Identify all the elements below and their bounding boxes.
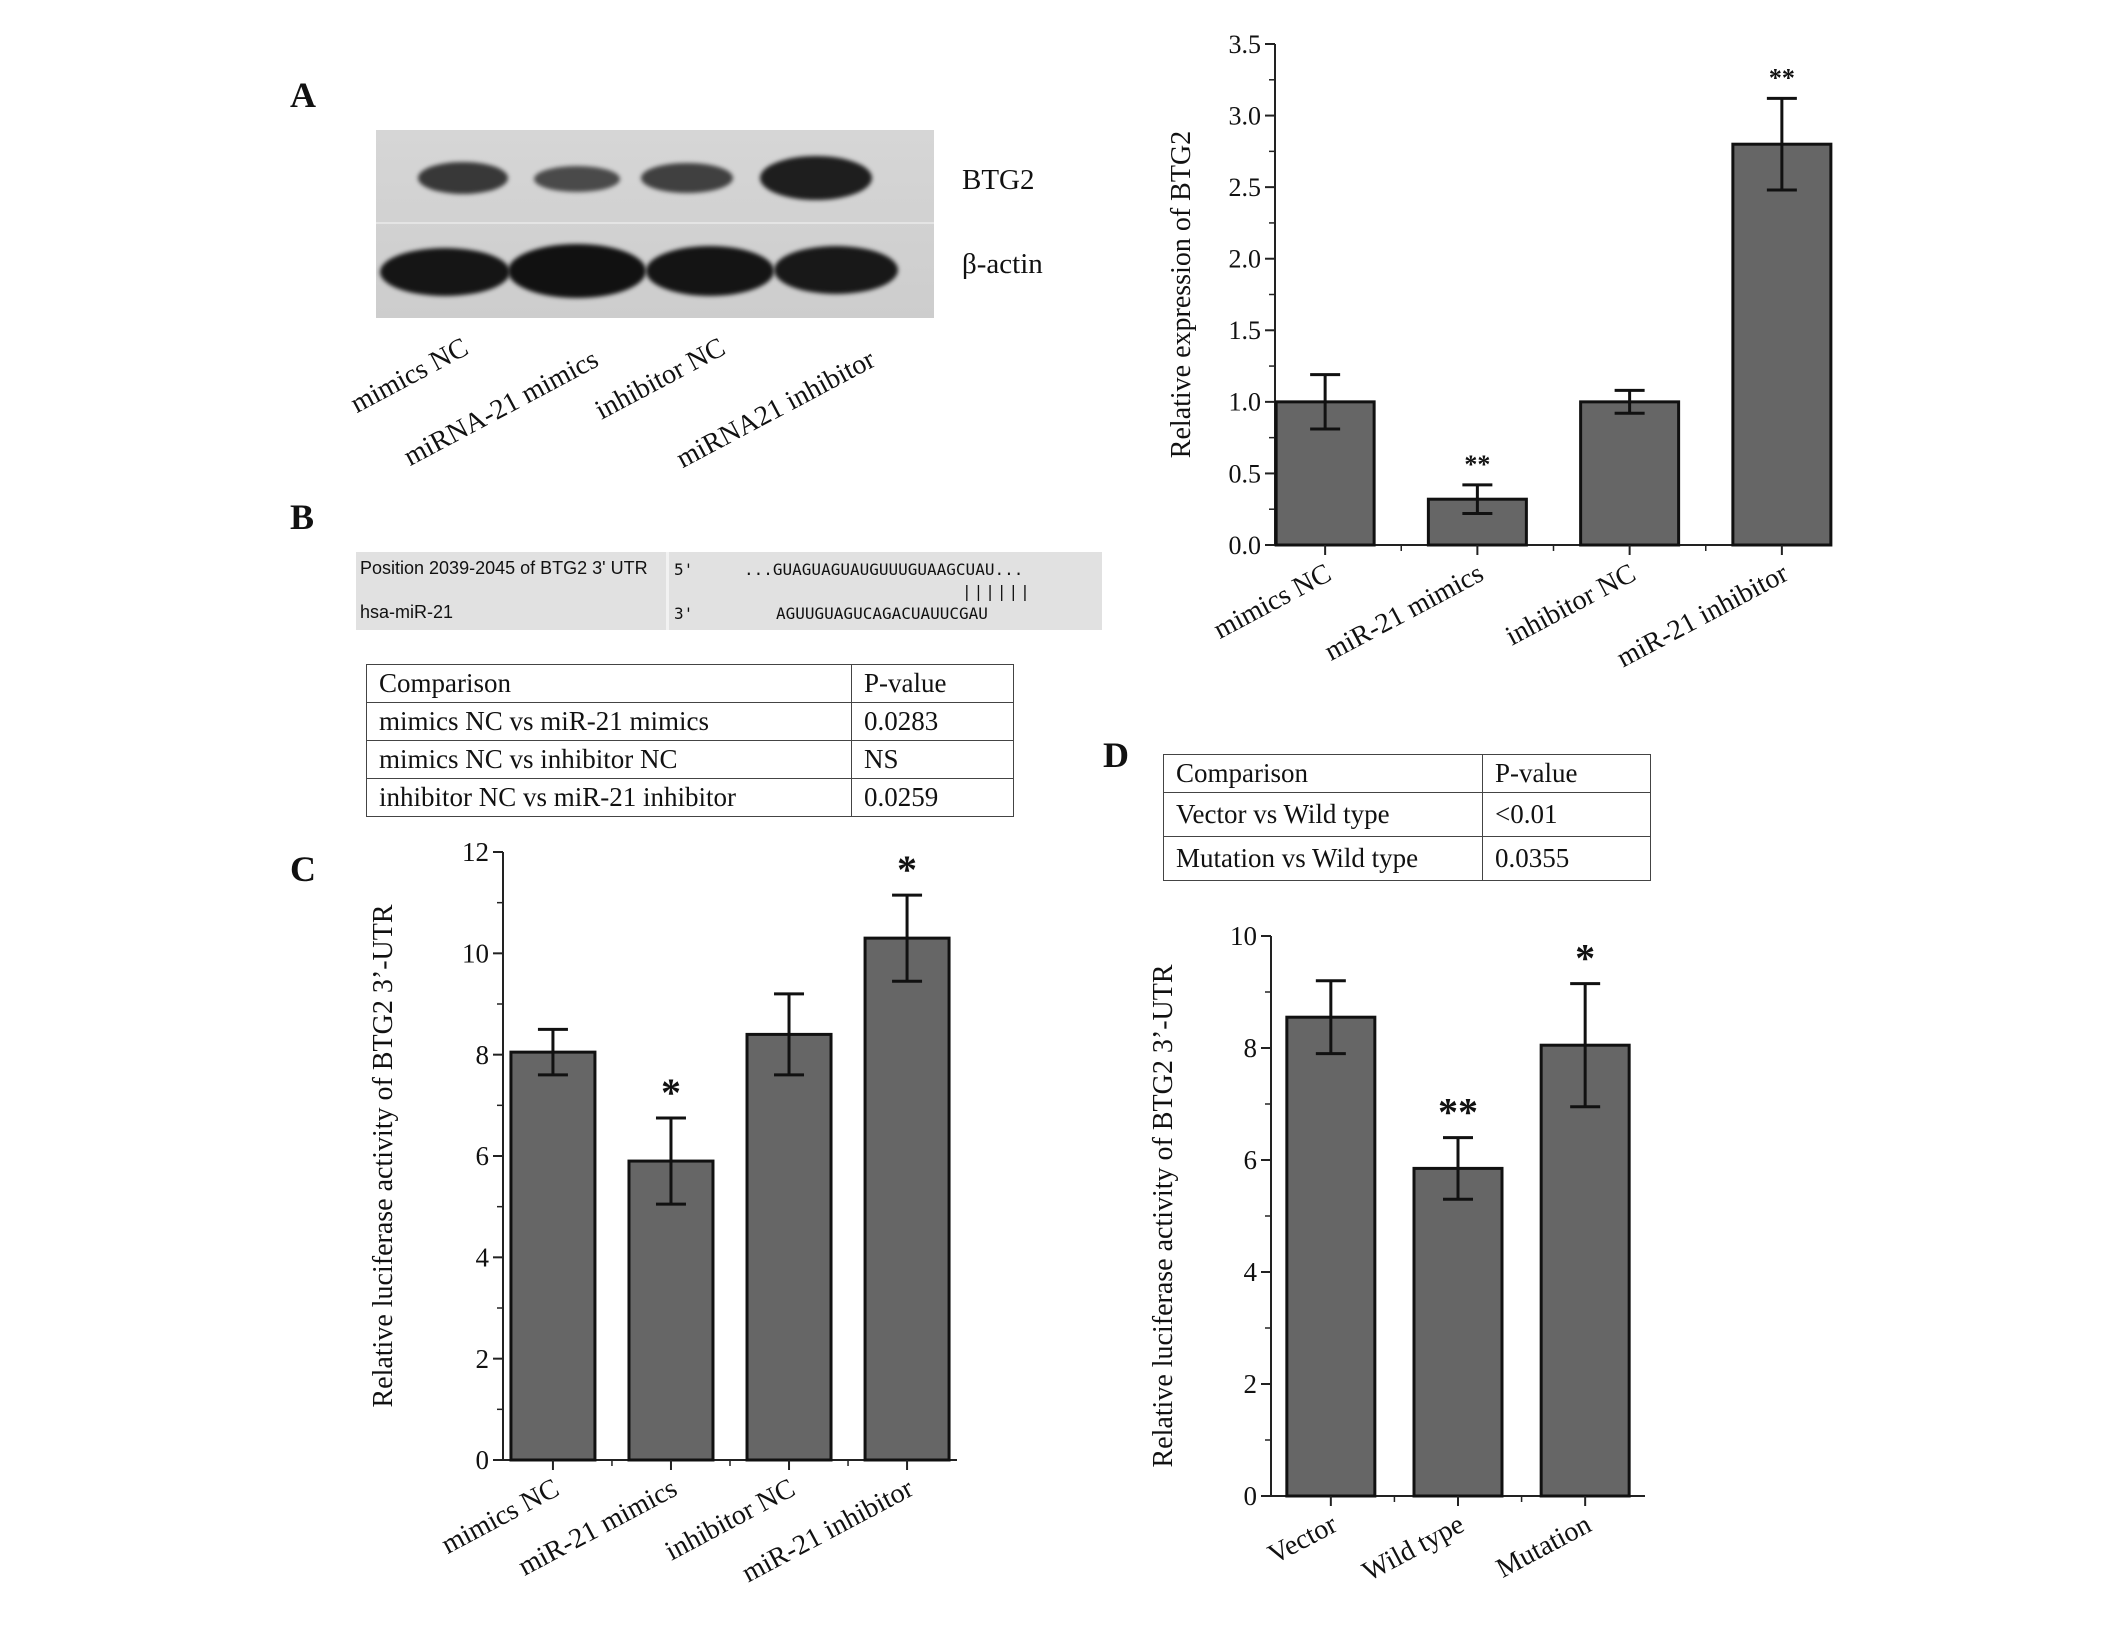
significance-label: ** (1438, 1090, 1478, 1135)
table-cell: Mutation vs Wild type (1163, 836, 1483, 881)
y-tick-label: 0 (476, 1445, 490, 1475)
y-tick-label: 2 (476, 1344, 490, 1374)
blot-label-btg2: BTG2 (962, 164, 1035, 196)
table-row: inhibitor NC vs miR-21 inhibitor 0.0259 (366, 778, 1014, 817)
sequence-divider (666, 552, 669, 630)
significance-label: * (897, 847, 917, 892)
mirna-sequence: AGUUGUAGUCAGACUAUUCGAU (776, 604, 988, 623)
bar (1539, 1043, 1631, 1498)
x-tick-label: Wild type (1358, 1509, 1470, 1588)
blot-band (380, 248, 510, 296)
bar (1579, 400, 1681, 547)
blot-label-beta-actin: β-actin (962, 248, 1043, 280)
table-header-cell: P-value (851, 664, 1014, 703)
y-tick-label: 2.5 (1229, 173, 1262, 202)
y-tick-label: 0.5 (1229, 459, 1262, 488)
y-tick-label: 0.0 (1229, 531, 1262, 560)
panel-letter-b: B (290, 497, 315, 537)
blot-band (508, 244, 646, 298)
y-tick-label: 4 (476, 1243, 490, 1273)
table-cell: inhibitor NC vs miR-21 inhibitor (366, 778, 852, 817)
y-tick-label: 1.0 (1229, 388, 1262, 417)
table-row: mimics NC vs inhibitor NC NS (366, 740, 1014, 779)
y-tick-label: 10 (1230, 921, 1257, 951)
table-cell: 0.0355 (1482, 836, 1651, 881)
significance-label: * (1575, 936, 1595, 981)
y-tick-label: 12 (462, 837, 489, 867)
significance-label: ** (1464, 450, 1490, 479)
table-cell: 0.0259 (851, 778, 1014, 817)
x-tick-label: Vector (1263, 1508, 1343, 1570)
pairing-lines: |||||| (962, 582, 1032, 601)
table-header-cell: P-value (1482, 754, 1651, 793)
table-header-row: Comparison P-value (1163, 754, 1651, 793)
significance-label: ** (1769, 63, 1795, 92)
blot-band (774, 246, 898, 294)
target-5prime: 5' (674, 560, 694, 579)
mirna-3prime: 3' (674, 604, 694, 623)
mirna-label: hsa-miR-21 (360, 602, 454, 622)
western-blot-image (376, 130, 934, 318)
y-axis-label: Relative luciferase activity of BTG2 3’-… (1148, 964, 1179, 1467)
table-cell: 0.0283 (851, 702, 1014, 741)
blot-band (418, 162, 508, 194)
y-tick-label: 10 (462, 939, 489, 969)
table-row: Mutation vs Wild type 0.0355 (1163, 836, 1651, 881)
bar (863, 936, 951, 1462)
p-value-table-d: Comparison P-value Vector vs Wild type <… (1163, 754, 1651, 881)
table-row: mimics NC vs miR-21 mimics 0.0283 (366, 702, 1014, 741)
target-site-label: Position 2039-2045 of BTG2 3' UTR (360, 558, 648, 578)
y-tick-label: 4 (1244, 1257, 1258, 1287)
y-tick-label: 6 (1244, 1145, 1258, 1175)
bar (1412, 1166, 1504, 1498)
y-tick-label: 1.5 (1229, 316, 1262, 345)
panel-letter-a: A (290, 75, 316, 115)
significance-label: * (661, 1070, 681, 1115)
y-tick-label: 2 (1244, 1369, 1258, 1399)
blot-band (641, 163, 733, 193)
y-tick-label: 8 (476, 1040, 490, 1070)
blot-band (534, 166, 620, 192)
bar (1285, 1015, 1377, 1498)
table-cell: Vector vs Wild type (1163, 792, 1483, 837)
y-tick-label: 6 (476, 1141, 490, 1171)
x-tick-label: Mutation (1491, 1509, 1596, 1585)
blot-band (646, 246, 774, 296)
sequence-alignment: Position 2039-2045 of BTG2 3' UTR hsa-mi… (356, 552, 1102, 630)
table-cell: <0.01 (1482, 792, 1651, 837)
y-tick-label: 0 (1244, 1481, 1258, 1511)
p-value-table-b: Comparison P-value mimics NC vs miR-21 m… (366, 664, 1014, 817)
y-tick-label: 2.0 (1229, 245, 1262, 274)
panel-letter-d: D (1103, 735, 1129, 775)
y-tick-label: 3.5 (1229, 30, 1262, 59)
panel-letter-c: C (290, 849, 316, 889)
table-row: Vector vs Wild type <0.01 (1163, 792, 1651, 837)
y-tick-label: 8 (1244, 1033, 1258, 1063)
table-cell: mimics NC vs inhibitor NC (366, 740, 852, 779)
target-sequence: ...GUAGUAGUAUGUUUGUAAGCUAU... (744, 560, 1024, 579)
y-tick-label: 3.0 (1229, 101, 1262, 130)
y-axis-label: Relative expression of BTG2 (1166, 131, 1197, 458)
table-cell: mimics NC vs miR-21 mimics (366, 702, 852, 741)
blot-divider (376, 222, 934, 224)
y-axis-label: Relative luciferase activity of BTG2 3’-… (368, 904, 399, 1407)
blot-band (760, 156, 872, 200)
